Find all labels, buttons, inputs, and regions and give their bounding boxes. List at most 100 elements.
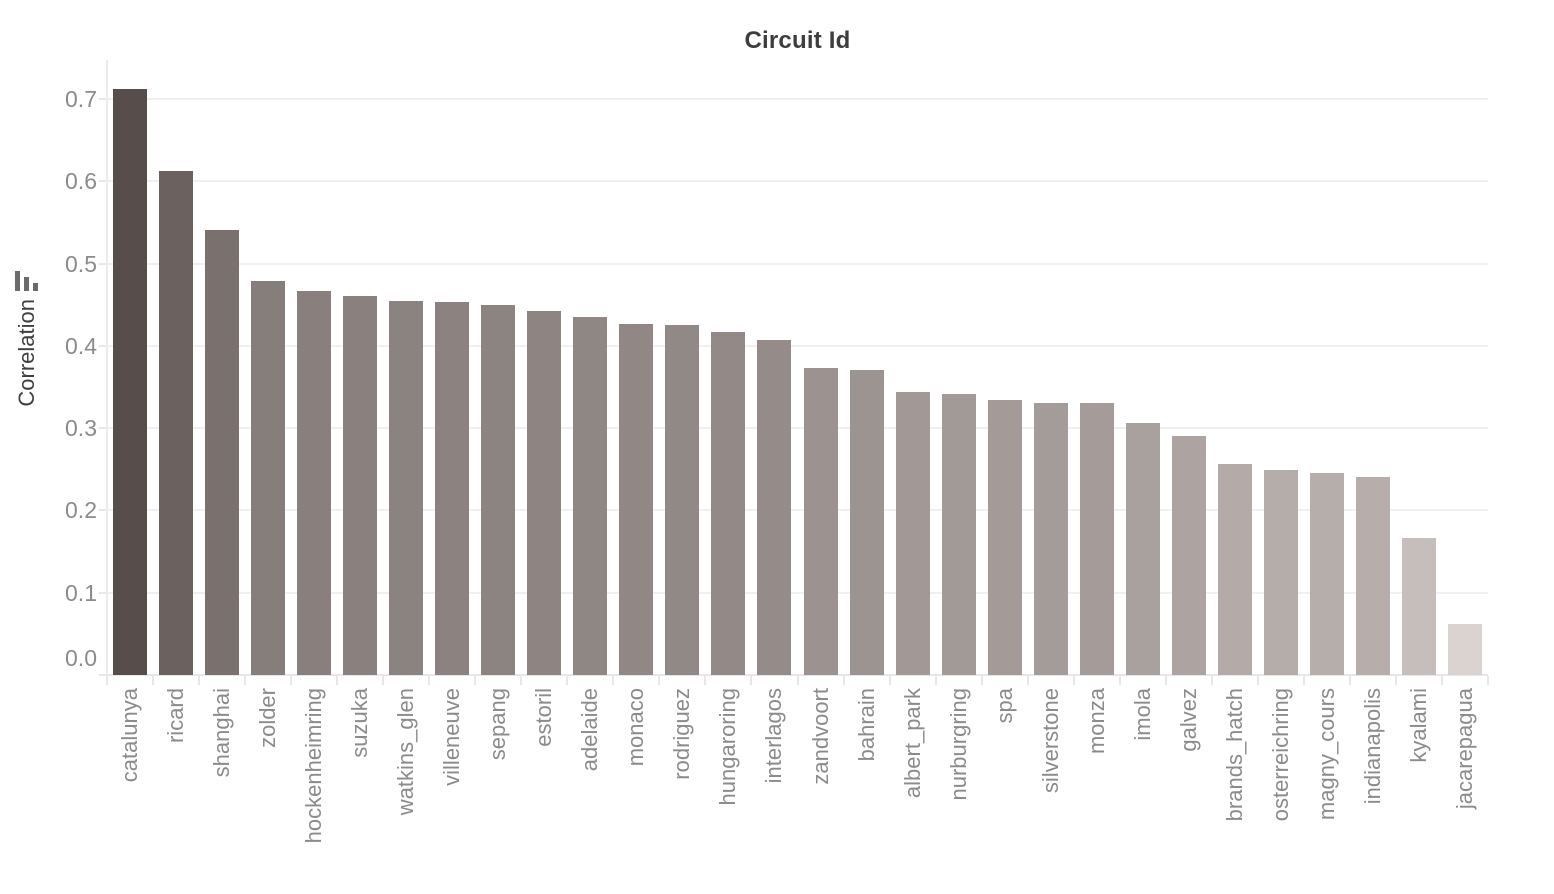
x-tick-label: spa [991, 688, 1017, 724]
bar-indianapolis [1355, 476, 1390, 675]
x-tick-label: hockenheimring [301, 688, 327, 844]
bar-kyalami [1401, 537, 1436, 675]
x-tick-mark [980, 676, 983, 685]
gridline [107, 591, 1488, 594]
bar-spa [987, 400, 1022, 675]
bar-zolder [251, 280, 286, 675]
bar-bahrain [849, 369, 884, 675]
x-tick-mark [1440, 676, 1443, 685]
bar-jacarepagua [1447, 623, 1482, 675]
y-tick-label: 0.7 [65, 85, 97, 112]
bar-ricard [159, 170, 194, 675]
x-tick-mark [704, 676, 707, 685]
bar-osterreichring [1263, 470, 1298, 675]
y-tick-mark [99, 262, 106, 265]
x-tick-label: silverstone [1037, 688, 1063, 794]
y-tick-mark [99, 509, 106, 512]
x-tick-label: suzuka [347, 688, 373, 758]
y-tick-label: 0.1 [65, 579, 97, 606]
x-tick-label: watkins_glen [393, 688, 419, 816]
x-tick-mark [474, 676, 477, 685]
x-tick-mark [566, 676, 569, 685]
x-tick-label: jacarepagua [1451, 688, 1477, 810]
x-tick-mark [520, 676, 523, 685]
x-tick-mark [1164, 676, 1167, 685]
x-tick-mark [1487, 676, 1489, 685]
x-tick-mark [1026, 676, 1029, 685]
bar-silverstone [1033, 402, 1068, 675]
x-tick-mark [290, 676, 293, 685]
bar-adelaide [573, 316, 608, 675]
bar-suzuka [343, 295, 378, 675]
x-tick-label: imola [1129, 688, 1155, 741]
gridline [107, 509, 1488, 512]
bar-sepang [481, 305, 516, 675]
x-tick-mark [428, 676, 431, 685]
x-tick-label: sepang [485, 688, 511, 761]
x-tick-mark [1256, 676, 1259, 685]
y-tick-label: 0.6 [65, 168, 97, 195]
x-axis-line [107, 674, 1488, 676]
x-tick-mark [934, 676, 937, 685]
x-tick-label: villeneuve [439, 688, 465, 786]
y-tick-label: 0.4 [65, 332, 97, 359]
x-tick-mark [382, 676, 385, 685]
bar-monza [1079, 403, 1114, 675]
gridline [107, 344, 1488, 347]
x-tick-mark [796, 676, 799, 685]
x-tick-label: bahrain [853, 688, 879, 762]
y-tick-label: 0.3 [65, 415, 97, 442]
bar-rodriguez [665, 325, 700, 675]
bar-monaco [619, 323, 654, 675]
x-tick-mark [1072, 676, 1075, 685]
gridline [107, 262, 1488, 265]
y-tick-mark [99, 427, 106, 430]
bar-brands_hatch [1217, 464, 1252, 675]
x-tick-label: kyalami [1405, 688, 1431, 763]
x-tick-label: brands_hatch [1221, 688, 1247, 822]
x-tick-label: adelaide [577, 688, 603, 772]
gridline [107, 427, 1488, 430]
x-tick-mark [198, 676, 201, 685]
bar-chart-icon [15, 271, 38, 291]
x-tick-label: shanghai [209, 688, 235, 778]
y-tick-mark [99, 674, 106, 676]
bar-hungaroring [711, 331, 746, 675]
x-tick-mark [152, 676, 155, 685]
x-tick-mark [1210, 676, 1213, 685]
y-tick-label: 0.2 [65, 497, 97, 524]
bar-villeneuve [435, 302, 470, 675]
x-tick-label: osterreichring [1267, 688, 1293, 822]
x-tick-mark [888, 676, 891, 685]
x-tick-label: zandvoort [807, 688, 833, 785]
x-tick-label: hungaroring [715, 688, 741, 806]
x-tick-label: magny_cours [1313, 688, 1339, 821]
x-tick-label: catalunya [117, 688, 143, 783]
x-tick-label: zolder [255, 688, 281, 748]
x-tick-mark [244, 676, 247, 685]
x-tick-label: monaco [623, 688, 649, 767]
y-tick-label: 0.5 [65, 250, 97, 277]
bar-imola [1125, 423, 1160, 675]
x-tick-mark [612, 676, 615, 685]
bar-nurburgring [941, 394, 976, 675]
x-tick-label: indianapolis [1359, 688, 1385, 805]
x-tick-label: galvez [1175, 688, 1201, 752]
bar-interlagos [757, 340, 792, 675]
y-tick-label: 0.0 [65, 645, 97, 671]
y-tick-mark [99, 180, 106, 183]
x-tick-label: monza [1083, 688, 1109, 755]
x-tick-mark [336, 676, 339, 685]
bar-magny_cours [1309, 473, 1344, 675]
bar-zandvoort [803, 368, 838, 675]
bar-estoril [527, 311, 562, 675]
x-tick-label: albert_park [899, 688, 925, 799]
bar-catalunya [113, 89, 148, 675]
x-tick-mark [1394, 676, 1397, 685]
chart-title: Circuit Id [744, 27, 851, 54]
bar-watkins_glen [389, 301, 424, 675]
x-tick-label: ricard [163, 688, 189, 744]
bar-hockenheimring [297, 291, 332, 675]
y-tick-mark [99, 591, 106, 594]
